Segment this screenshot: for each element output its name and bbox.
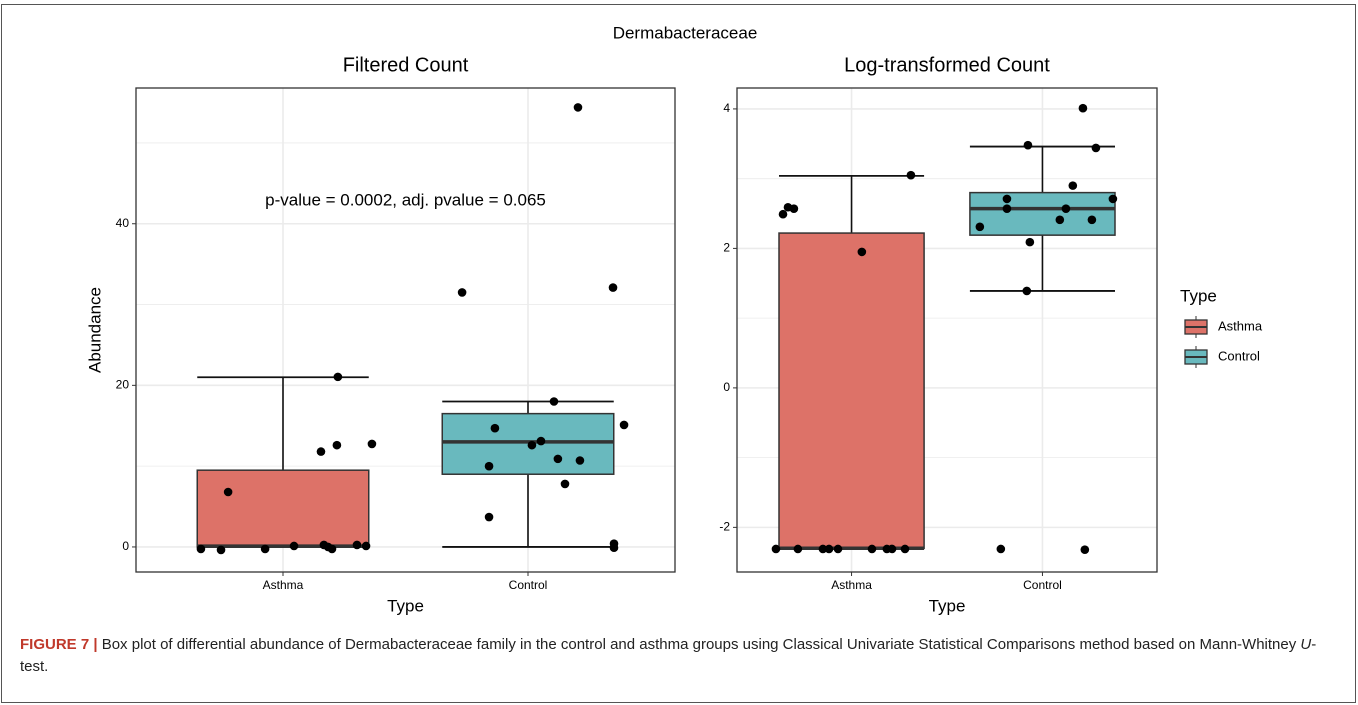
caption-text: Box plot of differential abundance of De… (97, 636, 1301, 653)
point (789, 204, 799, 213)
point (1087, 215, 1097, 225)
panel-title: Filtered Count (343, 54, 469, 76)
panel-border (736, 87, 1158, 573)
y-axis-label: Abundance (85, 287, 104, 373)
point (1002, 204, 1012, 213)
point (833, 544, 843, 554)
point (367, 439, 377, 449)
point (996, 544, 1006, 554)
point (793, 544, 803, 554)
point (490, 423, 500, 433)
caption: FIGURE 7 | Box plot of differential abun… (20, 634, 1340, 678)
point (361, 541, 371, 551)
y-tick-label: -2 (719, 520, 730, 534)
y-tick-label: 0 (723, 380, 730, 394)
y-tick-label: 20 (116, 378, 130, 392)
y-tick-label: 2 (723, 241, 730, 255)
point (549, 397, 559, 406)
point (575, 456, 585, 465)
point (619, 420, 629, 430)
point (867, 544, 877, 554)
point (1055, 215, 1065, 225)
x-tick-label: Asthma (263, 578, 304, 592)
point (771, 544, 781, 554)
point (216, 545, 226, 555)
point (1025, 237, 1035, 247)
x-tick-label: Asthma (831, 578, 872, 592)
point (900, 544, 910, 554)
point (484, 512, 494, 522)
x-tick-label: Control (509, 578, 548, 592)
point (457, 288, 467, 297)
point (260, 544, 270, 554)
x-axis-label: Type (387, 596, 424, 615)
point (333, 372, 343, 382)
caption-label: FIGURE 7 | (20, 636, 98, 653)
point (1061, 204, 1071, 213)
box (196, 469, 370, 548)
point (573, 103, 583, 112)
point (609, 543, 619, 553)
legend-label: Asthma (1218, 318, 1263, 333)
point (316, 447, 326, 456)
point (332, 440, 342, 450)
point (1002, 194, 1012, 204)
point (289, 541, 299, 551)
point (608, 283, 618, 292)
point (352, 540, 362, 550)
point (1023, 140, 1033, 150)
caption-text: -test. (20, 636, 1317, 675)
frame (1, 4, 1356, 703)
annotation: p-value = 0.0002, adj. pvalue = 0.065 (265, 191, 546, 210)
caption-italic: U (1300, 636, 1312, 653)
panel-title: Log-transformed Count (844, 54, 1050, 76)
box (969, 191, 1116, 236)
point (223, 487, 233, 497)
x-tick-label: Control (1023, 578, 1062, 592)
point (484, 461, 494, 471)
point (1080, 545, 1090, 554)
point (527, 440, 537, 450)
point (824, 544, 834, 554)
y-tick-label: 40 (116, 216, 130, 230)
point (906, 170, 916, 180)
point (975, 222, 985, 232)
point (1068, 181, 1078, 190)
point (818, 544, 828, 554)
x-axis-label: Type (929, 596, 966, 615)
box (778, 232, 925, 550)
figure-title: Dermabacteraceae (613, 23, 758, 42)
point (778, 209, 788, 219)
point (857, 247, 867, 257)
point (1078, 103, 1088, 113)
point (196, 544, 206, 554)
legend-label: Control (1218, 348, 1260, 363)
point (887, 544, 897, 554)
panel-border (135, 87, 676, 573)
point (536, 436, 546, 446)
y-tick-label: 0 (122, 539, 129, 553)
point (1022, 286, 1032, 296)
point (1091, 143, 1101, 153)
legend-title: Type (1180, 286, 1217, 305)
y-tick-label: 4 (723, 101, 730, 115)
point (327, 544, 337, 554)
point (560, 479, 570, 489)
point (1108, 194, 1118, 204)
point (553, 454, 563, 464)
